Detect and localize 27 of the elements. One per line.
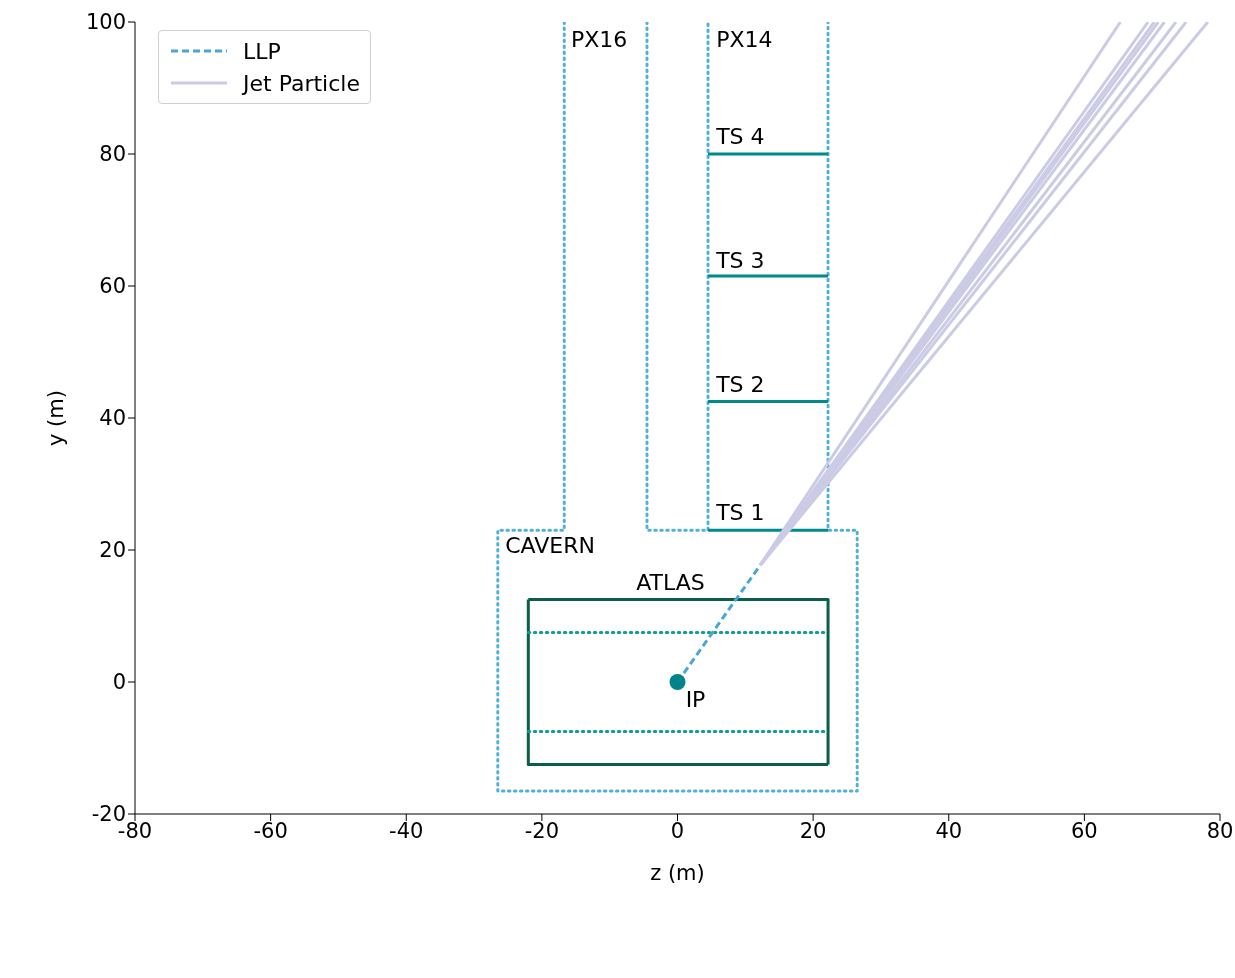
y-tick-label: 60 [99,274,126,299]
y-tick-label: 0 [112,670,126,695]
annotation: TS 4 [715,124,765,150]
x-tick-label: 20 [799,818,827,843]
x-tick-label: -60 [253,818,288,843]
y-tick-label: 100 [85,10,126,35]
x-tick-label: 0 [670,818,685,843]
x-tick-label: 60 [1071,818,1098,843]
x-tick-label: -40 [389,818,424,843]
x-tick-label: 80 [1206,818,1234,843]
x-axis-title: z (m) [650,861,705,885]
legend-label: Jet Particle [243,70,360,96]
annotation: PX14 [716,27,773,53]
legend-label: LLP [243,38,281,64]
annotation: TS 1 [715,500,765,526]
annotation: PX16 [571,27,628,53]
x-tick-label: 40 [935,818,963,843]
y-tick-label: 40 [99,406,126,431]
y-axis-title: y (m) [44,390,69,446]
y-tick-label: 80 [99,142,126,167]
y-tick-label: 20 [99,538,126,563]
annotation: IP [685,687,706,713]
annotation: TS 3 [715,247,765,273]
annotation: TS 2 [715,371,765,397]
annotation: CAVERN [505,533,595,559]
x-tick-label: -20 [524,818,560,843]
annotation: ATLAS [636,569,705,595]
